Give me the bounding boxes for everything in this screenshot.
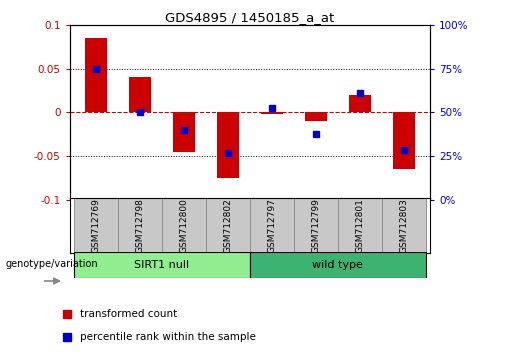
Bar bbox=[294, 198, 338, 253]
Bar bbox=[250, 252, 425, 278]
Bar bbox=[305, 113, 327, 121]
Bar bbox=[173, 113, 195, 152]
Bar bbox=[74, 252, 250, 278]
Bar bbox=[261, 113, 283, 114]
Bar bbox=[74, 198, 118, 253]
Bar bbox=[338, 198, 382, 253]
Title: GDS4895 / 1450185_a_at: GDS4895 / 1450185_a_at bbox=[165, 11, 334, 24]
Bar bbox=[250, 198, 294, 253]
Bar bbox=[206, 198, 250, 253]
Text: GSM712801: GSM712801 bbox=[355, 198, 364, 253]
Bar bbox=[129, 78, 151, 113]
Bar bbox=[217, 113, 239, 178]
Text: GSM712800: GSM712800 bbox=[179, 198, 188, 253]
Bar bbox=[382, 198, 425, 253]
Text: GSM712798: GSM712798 bbox=[135, 198, 144, 253]
Text: SIRT1 null: SIRT1 null bbox=[134, 260, 190, 270]
Text: transformed count: transformed count bbox=[80, 309, 177, 319]
Bar bbox=[85, 38, 107, 113]
Text: GSM712797: GSM712797 bbox=[267, 198, 276, 253]
Bar bbox=[392, 113, 415, 169]
Bar bbox=[118, 198, 162, 253]
Text: percentile rank within the sample: percentile rank within the sample bbox=[80, 332, 256, 342]
Text: GSM712802: GSM712802 bbox=[224, 198, 232, 253]
Text: GSM712799: GSM712799 bbox=[311, 198, 320, 253]
Bar bbox=[349, 95, 371, 113]
Bar bbox=[162, 198, 206, 253]
Text: wild type: wild type bbox=[312, 260, 363, 270]
Text: genotype/variation: genotype/variation bbox=[5, 259, 98, 269]
Text: GSM712769: GSM712769 bbox=[91, 198, 100, 253]
Text: GSM712803: GSM712803 bbox=[399, 198, 408, 253]
